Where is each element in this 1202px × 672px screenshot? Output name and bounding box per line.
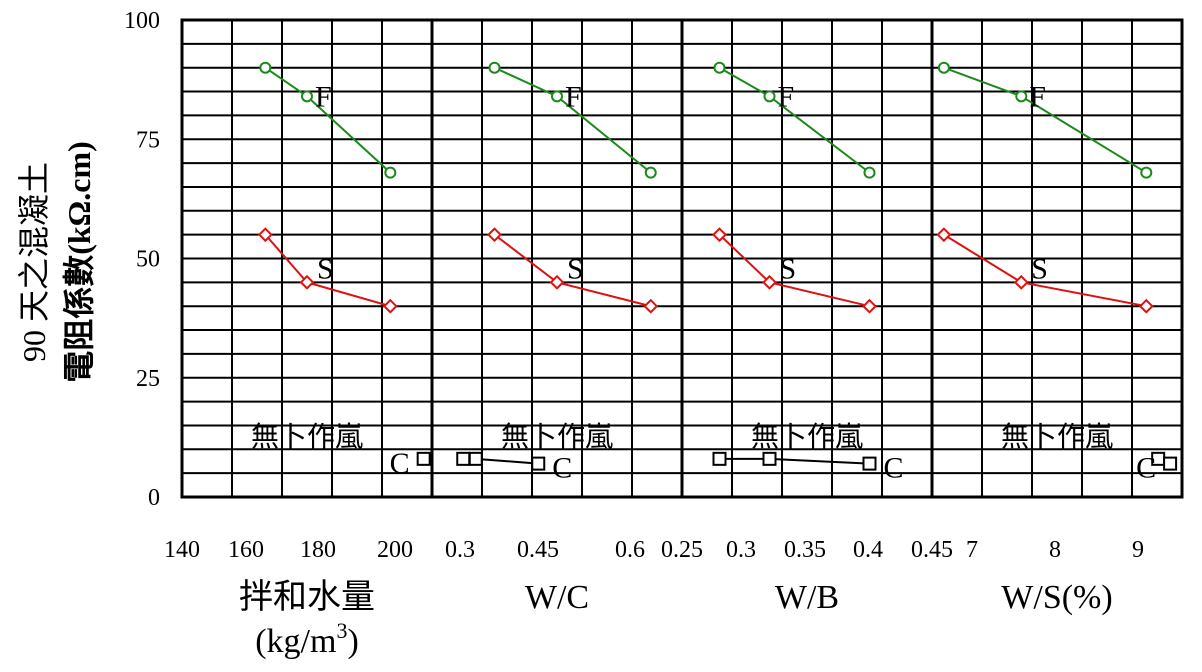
data-point-circle	[937, 61, 950, 74]
data-point-square	[712, 451, 727, 466]
x-tick-label: 0.3	[445, 537, 475, 563]
data-point-square	[416, 451, 431, 466]
data-point-circle	[488, 61, 501, 74]
x-tick-label: 200	[377, 537, 413, 563]
data-point-diamond	[382, 298, 398, 314]
series-label-s: S	[317, 252, 334, 285]
data-point-circle	[644, 166, 657, 179]
x-axis-unit: (kg/m3)	[255, 618, 359, 660]
x-tick-label: 0.45	[517, 537, 559, 563]
series-c: C	[1136, 452, 1178, 485]
series-s: S	[487, 227, 659, 314]
x-tick-label: 0.45	[911, 537, 953, 563]
data-point-diamond	[1138, 298, 1154, 314]
panel-frame	[930, 18, 1184, 499]
series-s: S	[712, 227, 877, 314]
series-label-f: F	[1029, 80, 1046, 113]
data-point-circle	[301, 90, 313, 103]
data-point-diamond	[549, 274, 565, 290]
data-point-diamond	[1013, 274, 1029, 290]
y-tick-label: 75	[136, 127, 160, 153]
data-point-diamond	[487, 227, 502, 243]
series-label-s: S	[567, 252, 584, 285]
series-c: C	[456, 451, 572, 485]
x-tick-label: 180	[300, 537, 336, 563]
y-tick-label: 100	[124, 8, 160, 34]
annotation-label: 無卜作嵐	[1001, 421, 1113, 453]
data-point-circle	[1015, 90, 1028, 103]
series-f: F	[488, 61, 657, 179]
y-axis-title-line1: 90 天之混凝土	[16, 162, 52, 362]
annotation-label: 無卜作嵐	[751, 421, 863, 453]
data-point-circle	[863, 166, 876, 179]
data-point-circle	[1140, 166, 1153, 179]
y-tick-label: 0	[148, 485, 160, 511]
panel-4: 7 8 9 無卜作嵐 F S C W/S(%)	[930, 18, 1184, 616]
series-label-c: C	[390, 447, 410, 480]
series-label-c: C	[884, 452, 904, 485]
x-tick-label: 160	[228, 537, 264, 563]
series-label-f: F	[565, 80, 582, 113]
series-s: S	[936, 227, 1154, 314]
data-point-circle	[384, 166, 397, 179]
x-axis-title: W/S(%)	[1001, 579, 1112, 616]
series-label-f: F	[778, 80, 795, 113]
data-point-circle	[713, 61, 726, 74]
data-point-diamond	[643, 298, 659, 314]
x-tick-label: 7	[966, 537, 978, 563]
series-c: C	[712, 451, 904, 485]
series-s: S	[257, 227, 398, 314]
series-c: C	[390, 447, 431, 480]
data-point-diamond	[299, 274, 315, 290]
series-line	[719, 66, 871, 174]
x-tick-label: 9	[1132, 537, 1144, 563]
plot-area: 0 25 50 75 100 140 160 180 200 無卜作嵐 F S C 拌和水量(kg/m3)…	[124, 8, 1184, 660]
data-point-square	[862, 456, 877, 471]
y-tick-label: 50	[136, 247, 160, 273]
x-tick-label: 140	[164, 537, 200, 563]
x-tick-label: 0.35	[784, 537, 826, 563]
data-point-diamond	[712, 227, 727, 243]
data-point-square	[762, 451, 777, 466]
data-point-circle	[259, 61, 272, 74]
data-point-square	[456, 451, 471, 466]
x-tick-label: 8	[1049, 537, 1061, 563]
data-point-square	[1163, 456, 1178, 471]
series-f: F	[713, 61, 876, 179]
data-point-square	[468, 451, 483, 466]
series-f: F	[937, 61, 1153, 179]
data-point-circle	[763, 90, 776, 103]
panel-2: 0.3 0.45 0.6 無卜作嵐 F S C W/C	[430, 18, 684, 616]
x-tick-label: 0.25	[661, 537, 703, 563]
series-label-f: F	[315, 80, 332, 113]
data-point-diamond	[257, 227, 273, 243]
x-tick-label: 0.4	[853, 537, 883, 563]
x-axis-title: 拌和水量	[239, 578, 375, 616]
y-axis-title: 90 天之混凝土 電阻係數(kΩ.cm)	[16, 141, 97, 383]
data-point-diamond	[862, 298, 877, 314]
data-point-diamond	[936, 227, 952, 243]
x-axis-title: W/B	[775, 579, 839, 616]
y-tick-label: 25	[136, 366, 160, 392]
series-label-c: C	[552, 452, 572, 485]
panel-1: 140 160 180 200 無卜作嵐 F S C 拌和水量(kg/m3)	[164, 18, 434, 660]
data-point-diamond	[762, 274, 777, 290]
series-label-s: S	[780, 252, 797, 285]
series-f: F	[259, 61, 397, 179]
x-axis-title: W/C	[525, 579, 589, 616]
x-tick-label: 0.6	[615, 537, 645, 563]
annotation-label: 無卜作嵐	[251, 421, 363, 453]
data-point-square	[531, 456, 546, 471]
panel-3: 0.25 0.3 0.35 0.4 0.45 無卜作嵐 F S C W/B	[661, 18, 953, 616]
series-label-s: S	[1031, 252, 1048, 285]
annotation-label: 無卜作嵐	[501, 421, 613, 453]
x-tick-label: 0.3	[726, 537, 756, 563]
data-point-circle	[551, 90, 563, 103]
series-line	[719, 457, 870, 465]
series-label-c: C	[1136, 452, 1156, 485]
y-axis-title-line2: 電阻係數(kΩ.cm)	[61, 141, 97, 383]
